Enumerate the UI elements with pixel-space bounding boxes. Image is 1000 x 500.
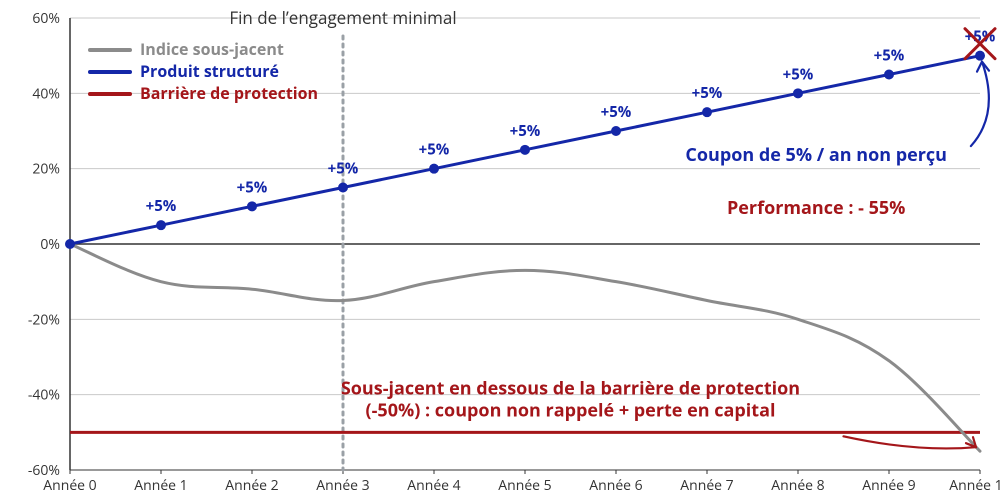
coupon-label: +5% — [601, 102, 632, 122]
structured-marker — [338, 183, 348, 193]
structured-marker — [975, 51, 985, 61]
coupon-label: +5% — [510, 121, 541, 141]
x-tick-label: Année 8 — [771, 476, 824, 495]
x-tick-label: Année 5 — [498, 476, 551, 495]
x-tick-label: Année 10 — [949, 476, 1000, 495]
x-tick-label: Année 7 — [680, 476, 733, 495]
arrow-barrier — [844, 436, 977, 448]
structured-marker — [611, 126, 621, 136]
y-tick-label: -40% — [28, 386, 60, 405]
coupon-label: +5% — [237, 177, 268, 197]
x-tick-label: Année 2 — [225, 476, 278, 495]
y-tick-label: 0% — [40, 235, 60, 254]
structured-marker — [429, 164, 439, 174]
x-tick-label: Année 1 — [134, 476, 187, 495]
coupon-label: +5% — [783, 64, 814, 84]
y-tick-label: 60% — [32, 9, 60, 28]
structured-marker — [65, 239, 75, 249]
structured-marker — [247, 201, 257, 211]
engagement-label: Fin de l’engagement minimal — [229, 6, 456, 29]
arrow-coupon — [971, 62, 989, 146]
x-tick-label: Année 6 — [589, 476, 642, 495]
annotation-performance: Performance : - 55% — [727, 196, 905, 220]
y-tick-label: -20% — [28, 310, 60, 329]
structured-marker — [793, 88, 803, 98]
annotation-coupon-not-received: Coupon de 5% / an non perçu — [685, 143, 947, 167]
structured-marker — [520, 145, 530, 155]
structured-marker — [884, 70, 894, 80]
y-tick-label: 40% — [32, 84, 60, 103]
coupon-label: +5% — [328, 159, 359, 179]
coupon-label: +5% — [146, 196, 177, 216]
structured-marker — [156, 220, 166, 230]
coupon-label: +5% — [692, 83, 723, 103]
annotation-barrier-warning: Sous-jacent en dessous de la barrière de… — [341, 377, 800, 423]
legend-label-underlying: Indice sous-jacent — [140, 38, 284, 60]
coupon-label: +5% — [874, 46, 905, 66]
structured-product-chart: -60%-40%-20%0%20%40%60%Année 0Année 1Ann… — [0, 0, 1000, 500]
structured-marker — [702, 107, 712, 117]
x-tick-label: Année 4 — [407, 476, 460, 495]
x-tick-label: Année 9 — [862, 476, 915, 495]
legend-label-barrier: Barrière de protection — [140, 82, 318, 104]
y-tick-label: 20% — [32, 160, 60, 179]
legend-label-structured: Produit structuré — [140, 60, 279, 82]
chart-svg: -60%-40%-20%0%20%40%60%Année 0Année 1Ann… — [0, 0, 1000, 500]
x-tick-label: Année 0 — [43, 476, 96, 495]
x-tick-label: Année 3 — [316, 476, 369, 495]
coupon-label: +5% — [419, 140, 450, 160]
